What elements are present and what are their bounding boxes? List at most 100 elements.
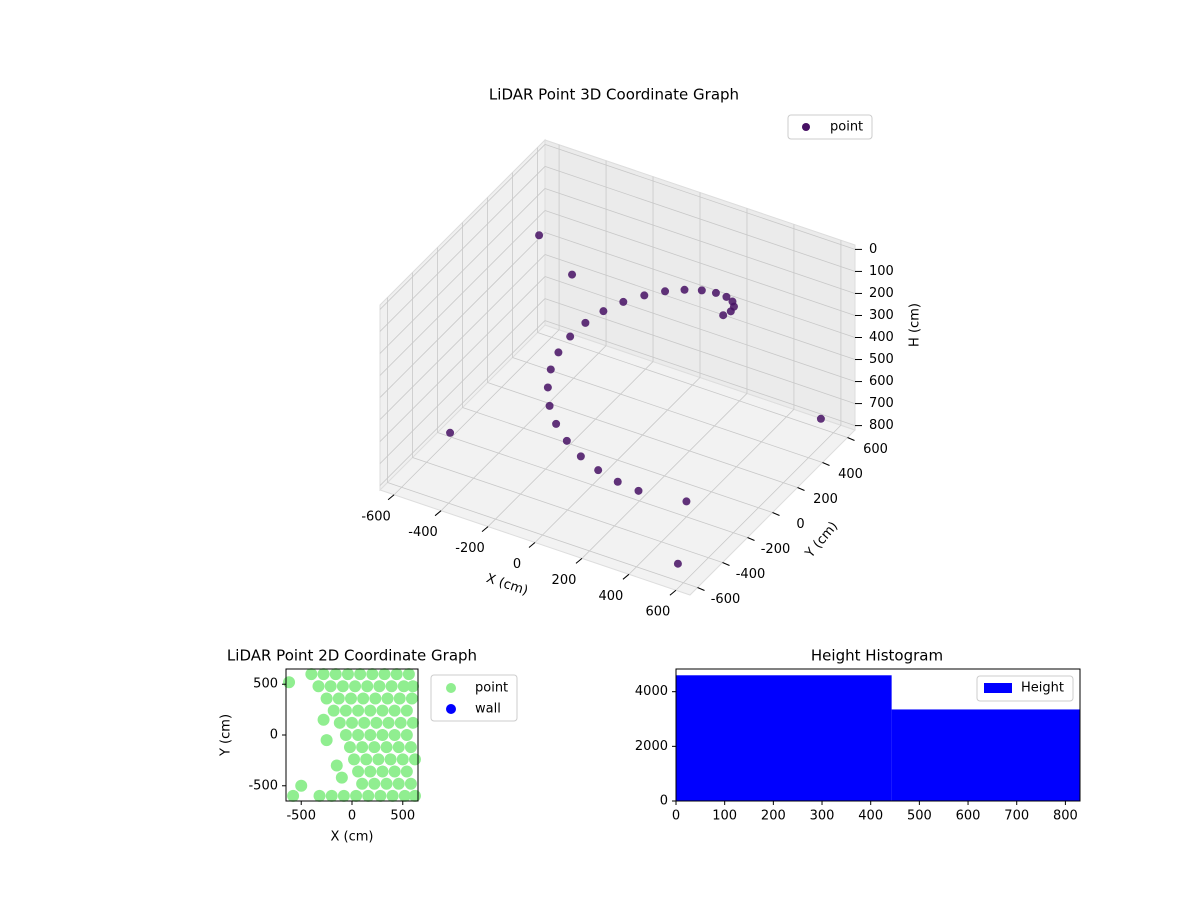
point bbox=[378, 668, 391, 681]
y-axis-label: Y (cm) bbox=[219, 714, 234, 757]
x-tick bbox=[669, 589, 677, 596]
point bbox=[576, 452, 585, 461]
point bbox=[374, 789, 387, 802]
y-tick bbox=[797, 487, 805, 491]
point bbox=[317, 713, 330, 726]
point bbox=[545, 401, 554, 410]
grid-line bbox=[379, 188, 546, 354]
y-tick-label: -200 bbox=[761, 542, 791, 557]
point bbox=[599, 307, 608, 316]
point bbox=[398, 789, 411, 802]
point bbox=[376, 704, 389, 717]
point bbox=[336, 680, 349, 693]
z-tick-label: 300 bbox=[869, 308, 894, 323]
point bbox=[335, 771, 348, 784]
point bbox=[562, 436, 571, 445]
grid-line bbox=[379, 144, 546, 310]
point bbox=[382, 716, 395, 729]
z-tick-label: 400 bbox=[869, 330, 894, 345]
point bbox=[333, 716, 346, 729]
point bbox=[360, 753, 373, 766]
grid-line bbox=[544, 166, 856, 272]
point bbox=[390, 668, 403, 681]
point bbox=[568, 270, 577, 279]
point bbox=[361, 680, 374, 693]
y-axis-label: Y (cm) bbox=[802, 519, 841, 562]
point bbox=[581, 318, 590, 327]
x-tick-label: -200 bbox=[455, 541, 485, 556]
point bbox=[400, 704, 413, 717]
point bbox=[354, 668, 367, 681]
point bbox=[364, 704, 377, 717]
point bbox=[402, 668, 415, 681]
x-tick bbox=[622, 573, 630, 580]
y-tick-label: 400 bbox=[838, 467, 863, 482]
y-tick-label: 0 bbox=[660, 794, 668, 809]
grid-line bbox=[412, 457, 723, 563]
point bbox=[376, 765, 389, 778]
point bbox=[406, 680, 419, 693]
point bbox=[396, 753, 409, 766]
point bbox=[349, 680, 362, 693]
grid-line bbox=[544, 276, 856, 382]
grid-line bbox=[387, 482, 698, 588]
x-tick-label: -500 bbox=[286, 809, 316, 824]
point bbox=[329, 668, 342, 681]
chart-title: Height Histogram bbox=[811, 647, 943, 665]
point bbox=[352, 729, 365, 741]
point bbox=[552, 419, 561, 428]
point bbox=[400, 765, 413, 778]
x-tick bbox=[387, 494, 395, 501]
y-tick bbox=[722, 562, 730, 566]
z-tick-label: 200 bbox=[869, 286, 894, 301]
legend-box bbox=[976, 675, 1074, 702]
point bbox=[283, 676, 296, 689]
point bbox=[535, 231, 544, 240]
point bbox=[341, 668, 354, 681]
y-tick-label: 0 bbox=[796, 517, 804, 532]
y-tick-label: 4000 bbox=[635, 684, 668, 699]
point bbox=[400, 729, 413, 741]
z-tick-label: 0 bbox=[869, 242, 877, 257]
point bbox=[661, 287, 670, 296]
point bbox=[368, 741, 381, 754]
legend-label: Height bbox=[1021, 681, 1064, 696]
y-tick bbox=[847, 437, 855, 441]
x-tick-label: 400 bbox=[858, 809, 883, 824]
point bbox=[357, 692, 370, 705]
point bbox=[327, 704, 340, 717]
point bbox=[388, 729, 401, 741]
point bbox=[404, 777, 417, 790]
point bbox=[364, 765, 377, 778]
grid-line bbox=[537, 332, 848, 438]
z-tick-label: 800 bbox=[869, 418, 894, 433]
point bbox=[343, 741, 356, 754]
point bbox=[406, 716, 419, 729]
point bbox=[393, 692, 406, 705]
point bbox=[728, 297, 737, 306]
x-tick-label: 500 bbox=[907, 809, 932, 824]
point bbox=[350, 789, 363, 802]
legend-label: point bbox=[830, 120, 863, 135]
z-tick-label: 100 bbox=[869, 264, 894, 279]
z-axis-label: H (cm) bbox=[908, 303, 923, 347]
point bbox=[373, 680, 386, 693]
x-tick-label: 200 bbox=[552, 573, 577, 588]
point bbox=[362, 789, 375, 802]
point bbox=[344, 692, 357, 705]
point bbox=[385, 680, 398, 693]
x-tick-label: 500 bbox=[390, 809, 415, 824]
legend-marker bbox=[446, 704, 456, 714]
legend-marker bbox=[802, 123, 810, 131]
point bbox=[358, 716, 371, 729]
x-tick-label: 400 bbox=[599, 589, 624, 604]
point bbox=[339, 704, 352, 717]
grid-line bbox=[462, 407, 773, 513]
point bbox=[392, 741, 405, 754]
point bbox=[356, 777, 369, 790]
point bbox=[594, 466, 603, 475]
point bbox=[546, 365, 555, 374]
point bbox=[404, 741, 417, 754]
chart-title: LiDAR Point 3D Coordinate Graph bbox=[489, 86, 739, 104]
y-tick-label: -600 bbox=[711, 592, 741, 607]
